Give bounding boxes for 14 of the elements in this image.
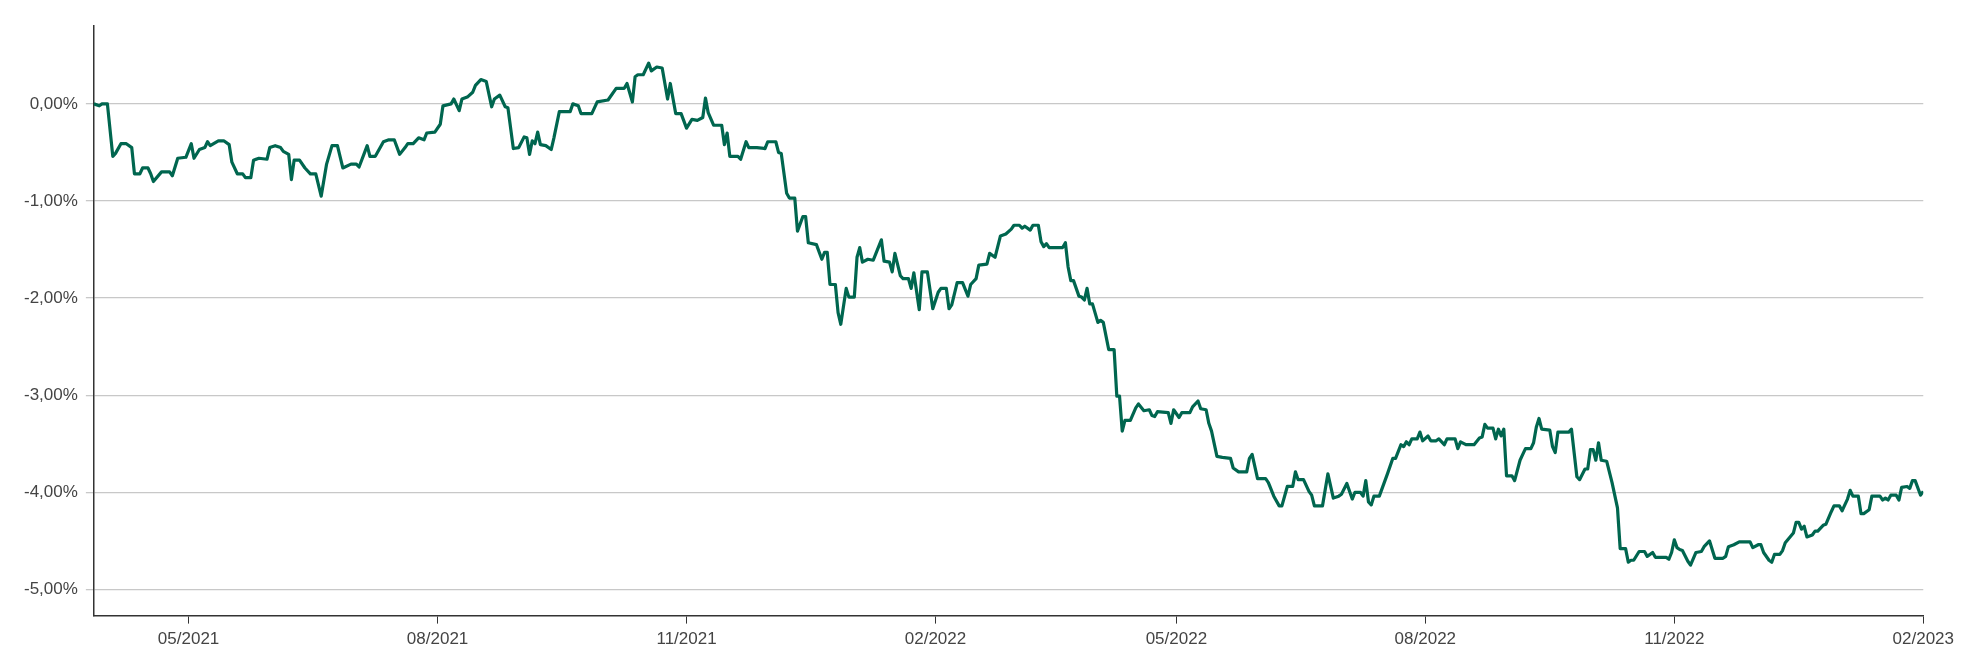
x-tick-label: 02/2023: [1892, 629, 1954, 649]
y-tick-label: -4,00%: [23, 481, 78, 501]
y-tick-label: 0,00%: [29, 93, 78, 113]
x-tick-label: 05/2021: [157, 629, 220, 649]
y-tick-label: -3,00%: [23, 384, 78, 404]
x-tick-label: 11/2021: [656, 629, 717, 649]
x-tick-label: 08/2022: [1394, 629, 1457, 649]
y-tick-label: -5,00%: [23, 579, 78, 599]
y-tick-label: -2,00%: [23, 287, 78, 307]
x-tick-label: 02/2022: [904, 629, 967, 649]
x-tick-label: 11/2022: [1644, 629, 1705, 649]
x-tick-label: 08/2021: [406, 629, 469, 649]
x-tick-label: 05/2022: [1145, 629, 1208, 649]
y-tick-label: -1,00%: [23, 190, 78, 210]
